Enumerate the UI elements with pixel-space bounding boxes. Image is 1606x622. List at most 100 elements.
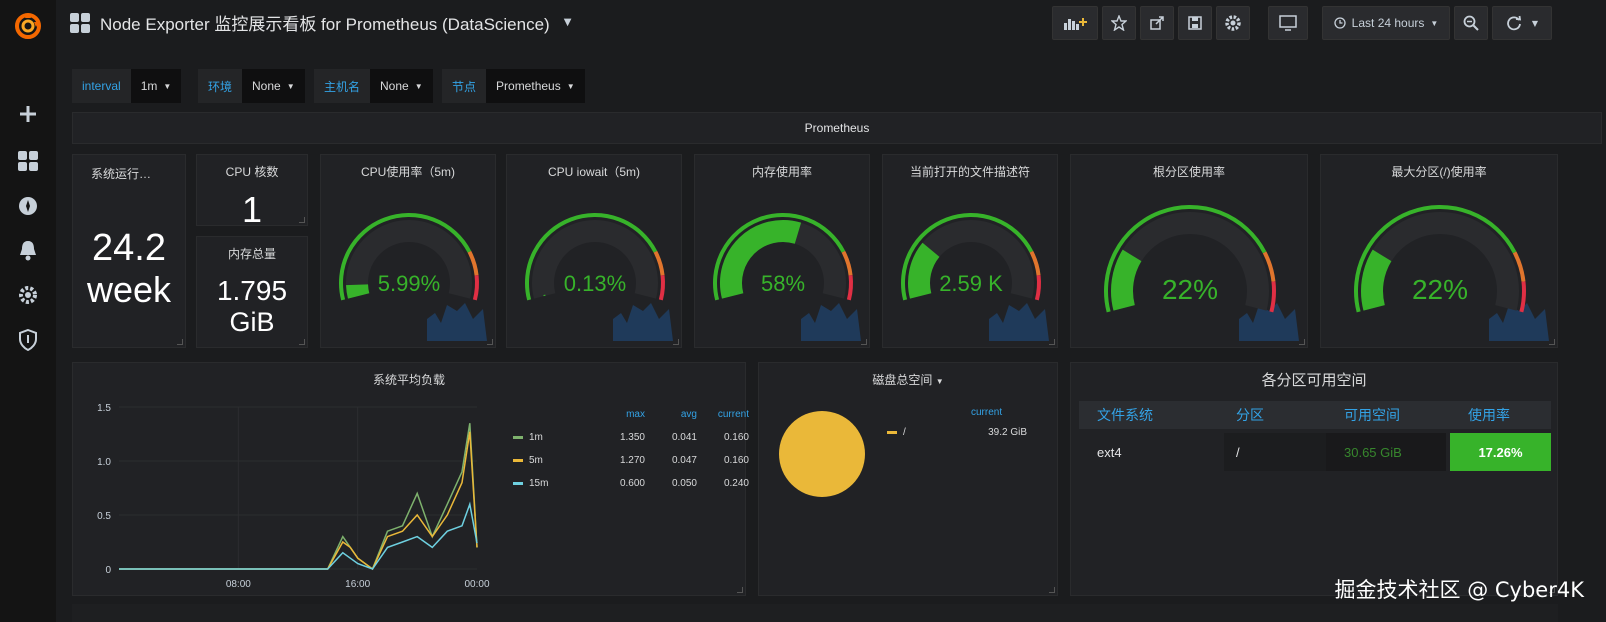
legend-row[interactable]: 5m 1.270 0.047 0.160 (513, 449, 753, 472)
gauge-value-arc (1111, 249, 1142, 311)
legend-header-current[interactable]: current (717, 409, 749, 420)
gauge-threshold-arc (339, 213, 472, 301)
variable-interval: interval 1m ▼ (72, 69, 182, 103)
plus-icon[interactable] (12, 98, 44, 130)
column-header-free[interactable]: 可用空间 (1344, 407, 1400, 423)
gauge-threshold-arc (1512, 251, 1526, 282)
gauge-panel: 最大分区(/)使用率 22% (1320, 154, 1558, 348)
resize-handle[interactable] (1549, 339, 1555, 345)
settings-button[interactable] (1216, 6, 1250, 40)
panel-title[interactable]: 内存总量 (227, 247, 276, 261)
variable-node-select[interactable]: Prometheus ▼ (486, 69, 585, 103)
x-tick-label: 00:00 (464, 579, 489, 590)
legend-header-avg[interactable]: avg (680, 409, 697, 420)
panel-title[interactable]: 内存使用率 (751, 165, 812, 179)
panel-title[interactable]: CPU iowait（5m) (547, 165, 641, 179)
shield-icon[interactable] (12, 324, 44, 356)
gauge-chart[interactable]: 0.13% (507, 155, 683, 349)
pie-slice[interactable] (779, 411, 865, 497)
panel-title[interactable]: 各分区可用空间 (1261, 372, 1367, 389)
panel-title[interactable]: 最大分区(/)使用率 (1391, 165, 1487, 179)
panel-title[interactable]: 系统平均负载 (372, 373, 445, 387)
column-header-fs[interactable]: 文件系统 (1097, 407, 1153, 423)
load-legend: max avg current 1m 1.350 0.041 0.160 5m … (513, 403, 753, 495)
star-button[interactable] (1102, 6, 1136, 40)
chevron-down-icon: ▼ (1531, 18, 1539, 28)
panel-title[interactable]: 磁盘总空间 ▼ (759, 371, 1057, 388)
resize-handle[interactable] (861, 339, 867, 345)
panel-title[interactable]: 系统运行… (91, 167, 152, 181)
gauge-chart[interactable]: 5.99% (321, 155, 497, 349)
series-line-1m[interactable] (119, 423, 478, 571)
cpu-cores-panel: CPU 核数 1 (196, 154, 308, 230)
gauge-track (532, 220, 658, 299)
panel-title[interactable]: CPU 核数 (225, 165, 279, 179)
gauge-threshold-arc (1104, 205, 1267, 313)
cell-free: 30.65 GiB (1326, 433, 1446, 471)
time-range-picker[interactable]: Last 24 hours ▼ (1322, 6, 1450, 40)
panel-title[interactable]: 根分区使用率 (1152, 165, 1225, 179)
resize-handle[interactable] (177, 339, 183, 345)
panel-title[interactable]: CPU使用率（5m) (360, 165, 455, 179)
variable-env-select[interactable]: None ▼ (242, 69, 305, 103)
resize-handle[interactable] (1049, 587, 1055, 593)
save-button[interactable] (1178, 6, 1212, 40)
alerting-bell-icon[interactable] (12, 234, 44, 266)
explore-compass-icon[interactable] (12, 190, 44, 222)
legend-row[interactable]: 1m 1.350 0.041 0.160 (513, 426, 753, 449)
variable-env: 环境 None ▼ (198, 69, 305, 103)
variable-hostname-select[interactable]: None ▼ (370, 69, 433, 103)
column-header-mount[interactable]: 分区 (1236, 407, 1264, 423)
column-header-usage[interactable]: 使用率 (1468, 407, 1510, 423)
refresh-button[interactable]: ▼ (1492, 6, 1552, 40)
chevron-down-icon: ▼ (563, 17, 572, 28)
resize-handle[interactable] (1549, 587, 1555, 593)
dashboard-main: Node Exporter 监控展示看板 for Prometheus (Dat… (56, 0, 1606, 622)
resize-handle[interactable] (299, 339, 305, 345)
gauge-chart[interactable]: 22% (1321, 155, 1559, 349)
panel-title[interactable]: 当前打开的文件描述符 (909, 165, 1030, 179)
series-line-5m[interactable] (119, 431, 478, 571)
partition-free-panel: 各分区可用空间 文件系统 分区 可用空间 使用率 ext4 / 30.65 Gi… (1070, 362, 1558, 596)
watermark: 掘金技术社区 @ Cyber4K (1334, 578, 1584, 602)
table-row[interactable]: ext4 / 30.65 GiB 17.26% (1079, 433, 1551, 471)
legend-swatch (513, 482, 523, 485)
load-average-chart[interactable]: 1.5 1.0 0.5 0 08:00 16:00 00:00 (73, 391, 493, 597)
tv-mode-button[interactable] (1268, 6, 1308, 40)
dashboards-icon[interactable] (12, 145, 44, 177)
resize-handle[interactable] (673, 339, 679, 345)
resize-handle[interactable] (737, 587, 743, 593)
grafana-logo-icon[interactable] (8, 6, 48, 46)
row-header[interactable]: Prometheus (72, 112, 1602, 144)
gauge-threshold-arc (1354, 205, 1517, 313)
dashboard-title[interactable]: Node Exporter 监控展示看板 for Prometheus (Dat… (100, 15, 550, 34)
disk-legend-header[interactable]: current (971, 407, 1003, 418)
add-panel-button[interactable] (1052, 6, 1098, 40)
gauge-value-arc (346, 284, 370, 299)
panel-title-text: 磁盘总空间 (872, 373, 933, 387)
resize-handle[interactable] (1049, 339, 1055, 345)
load-average-panel: 系统平均负载 1.5 1.0 0.5 0 08:00 16:00 00:00 max avg… (72, 362, 749, 597)
configuration-gear-icon[interactable] (12, 279, 44, 311)
gauge-value: 22% (1162, 274, 1218, 305)
gauge-chart[interactable]: 58% (695, 155, 871, 349)
dashboard-picker[interactable]: Node Exporter 监控展示看板 for Prometheus (Dat… (70, 10, 571, 35)
chevron-down-icon: ▼ (1430, 18, 1439, 28)
share-button[interactable] (1140, 6, 1174, 40)
variable-label: interval (72, 69, 131, 103)
resize-handle[interactable] (1299, 339, 1305, 345)
legend-header-max[interactable]: max (626, 409, 645, 420)
caret-down-icon: ▼ (163, 81, 172, 91)
zoom-out-button[interactable] (1454, 6, 1488, 40)
disk-pie-chart[interactable] (777, 409, 867, 499)
gauge-chart[interactable]: 2.59 K (883, 155, 1059, 349)
disk-legend-row[interactable]: / 39.2 GiB (887, 427, 1027, 438)
variable-hostname: 主机名 None ▼ (314, 69, 433, 103)
series-line-15m[interactable] (119, 501, 478, 570)
resize-handle[interactable] (299, 217, 305, 223)
resize-handle[interactable] (487, 339, 493, 345)
gauge-chart[interactable]: 22% (1071, 155, 1309, 349)
variable-interval-select[interactable]: 1m ▼ (130, 69, 182, 103)
share-icon (1150, 16, 1164, 30)
legend-row[interactable]: 15m 0.600 0.050 0.240 (513, 472, 753, 495)
